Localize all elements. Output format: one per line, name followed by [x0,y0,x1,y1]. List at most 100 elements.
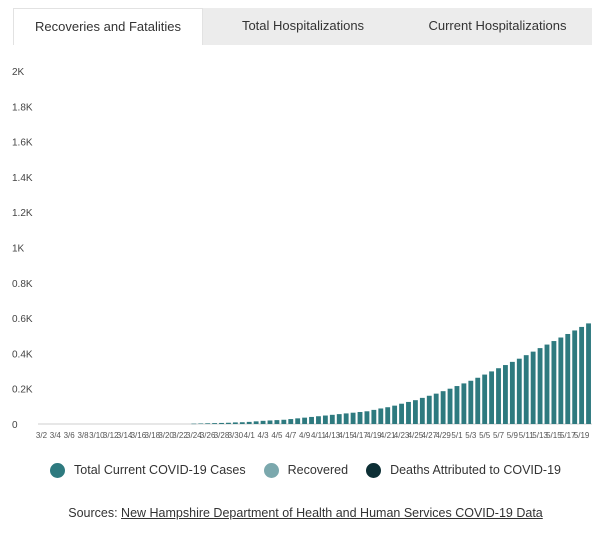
bar-current-cases [565,333,571,424]
x-tick-label: 3/12 [103,431,119,440]
bar-current-cases [371,409,377,424]
bar-current-cases [385,407,391,424]
x-tick-label: 3/28 [214,431,230,440]
bar-current-cases [489,371,495,424]
bar-current-cases [516,358,522,424]
x-tick-label: 3/4 [50,431,62,440]
y-tick-label: 0.4K [12,349,33,360]
bar-current-cases [378,408,384,424]
x-tick-label: 4/13 [325,431,341,440]
legend-label-current-cases: Total Current COVID-19 Cases [74,463,246,477]
bar-current-cases [537,348,543,424]
sources-line: Sources: New Hampshire Department of Hea… [0,506,611,520]
x-tick-label: 5/19 [574,431,590,440]
x-tick-label: 3/6 [64,431,76,440]
bar-current-cases [288,419,294,424]
x-tick-label: 3/14 [117,431,133,440]
x-tick-label: 3/18 [144,431,160,440]
bar-current-cases [302,417,308,424]
bar-current-cases [433,393,439,424]
x-tick-label: 5/15 [546,431,562,440]
bar-current-cases [295,418,301,424]
bar-current-cases [523,355,529,424]
chart-tabs: Recoveries and Fatalities Total Hospital… [13,8,592,45]
bar-current-cases [274,420,280,424]
bar-current-cases [558,337,564,424]
x-tick-label: 5/5 [479,431,491,440]
bar-current-cases [579,326,585,424]
chart-legend: Total Current COVID-19 Cases Recovered D… [0,458,611,482]
x-tick-label: 4/11 [311,431,327,440]
bar-current-cases [426,395,432,424]
x-tick-label: 5/3 [465,431,477,440]
bar-current-cases [496,368,501,424]
x-tick-label: 3/26 [200,431,216,440]
sources-prefix: Sources: [68,506,122,520]
x-tick-label: 4/25 [408,431,424,440]
bar-current-cases [357,411,363,424]
bar-current-cases [447,388,453,424]
bar-current-cases [343,413,349,424]
y-tick-label: 1.4K [12,173,33,184]
x-tick-label: 3/16 [131,431,147,440]
y-tick-label: 0 [12,420,18,431]
y-tick-label: 2K [12,67,25,78]
bar-current-cases [260,420,266,424]
bar-current-cases [412,400,418,424]
legend-item-recovered[interactable]: Recovered [263,462,348,478]
bar-current-cases [454,386,460,424]
bar-current-cases [198,423,204,424]
bar-current-cases [392,405,398,424]
x-tick-label: 5/11 [519,431,535,440]
bar-current-cases [509,361,515,424]
x-tick-label: 5/9 [507,431,519,440]
bar-current-cases [440,391,446,424]
y-tick-label: 1.8K [12,102,33,113]
bar-current-cases [350,412,356,424]
bar-current-cases [226,422,231,424]
bar-current-cases [461,383,467,424]
y-tick-label: 0.2K [12,385,33,396]
bar-current-cases [205,423,211,424]
bar-current-cases [329,414,335,424]
x-tick-label: 4/19 [366,431,382,440]
x-tick-label: 4/21 [380,431,396,440]
bar-current-cases [544,344,550,424]
x-tick-label: 3/20 [158,431,174,440]
bar-current-cases [309,416,314,424]
x-tick-label: 4/27 [421,431,437,440]
x-tick-label: 5/17 [560,431,576,440]
bar-current-cases [551,341,557,424]
bar-current-cases [503,365,508,424]
bar-current-cases [219,422,224,424]
tab-total-hospitalizations[interactable]: Total Hospitalizations [241,18,365,33]
x-tick-label: 3/8 [77,431,89,440]
x-tick-label: 4/15 [338,431,354,440]
bar-current-cases [246,421,252,424]
stacked-bar-chart: 0 0.2K 0.4K 0.6K 0.8K 1K 1.2K 1.4K 1.6K 1.8K 2K 3/2… [12,67,592,440]
x-tick-label: 3/30 [228,431,244,440]
bar-current-cases [191,423,197,425]
legend-swatch-current-cases [50,462,66,478]
legend-label-deaths: Deaths Attributed to COVID-19 [390,463,561,477]
x-tick-label: 4/5 [271,431,283,440]
bar-current-cases [572,330,578,424]
x-tick-label: 4/17 [352,431,368,440]
bar-current-cases [364,411,370,424]
tab-current-hospitalizations[interactable]: Current Hospitalizations [428,18,567,33]
bar-current-cases [475,377,481,424]
x-tick-label: 5/1 [451,431,463,440]
bar-current-cases [316,416,321,424]
bar-current-cases [468,380,474,424]
legend-item-deaths[interactable]: Deaths Attributed to COVID-19 [366,462,561,478]
x-tick-label: 3/24 [186,431,202,440]
y-tick-label: 1.2K [12,208,33,219]
bar-current-cases [239,422,245,424]
bar-current-cases [419,397,425,424]
legend-swatch-deaths [366,462,382,478]
legend-item-current-cases[interactable]: Total Current COVID-19 Cases [50,462,246,478]
sources-link[interactable]: New Hampshire Department of Health and H… [121,506,543,520]
bar-current-cases [253,421,259,424]
y-tick-label: 1.6K [12,138,33,149]
tab-recoveries-and-fatalities[interactable]: Recoveries and Fatalities [13,8,203,45]
